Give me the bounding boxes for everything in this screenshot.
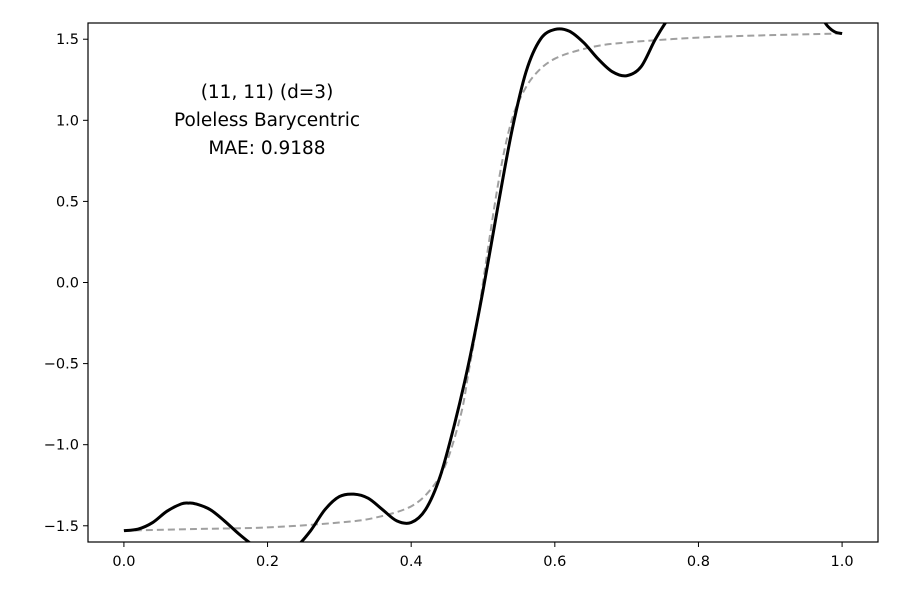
annotation-line-1: (11, 11) (d=3): [201, 82, 334, 103]
annotation-line-3: MAE: 0.9188: [208, 138, 325, 159]
series-layer: [123, 23, 843, 542]
y-tick-label: 1.5: [56, 32, 79, 48]
y-tick-label: 1.0: [56, 113, 79, 129]
y-tick-label: −0.5: [44, 357, 79, 373]
x-tick-label: 0.6: [543, 554, 566, 570]
reference-curve-dashed: [123, 32, 843, 532]
x-axis: 0.0 0.2 0.4 0.6 0.8 1.0: [112, 542, 854, 570]
annotation-box: (11, 11) (d=3) Poleless Barycentric MAE:…: [174, 82, 360, 159]
x-tick-label: 0.2: [256, 554, 279, 570]
approximation-curve-solid: [123, 23, 843, 542]
annotation-line-2: Poleless Barycentric: [174, 110, 360, 131]
x-tick-label: 0.0: [112, 554, 135, 570]
x-tick-label: 0.4: [400, 554, 423, 570]
y-tick-label: −1.0: [44, 438, 79, 454]
y-tick-label: 0.5: [56, 194, 79, 210]
y-tick-label: −1.5: [44, 519, 79, 535]
y-axis: −1.5 −1.0 −0.5 0.0 0.5 1.0 1.5: [44, 32, 88, 535]
y-tick-label: 0.0: [56, 276, 79, 292]
x-tick-label: 1.0: [831, 554, 854, 570]
x-tick-label: 0.8: [687, 554, 710, 570]
plot-frame: [87, 22, 879, 543]
